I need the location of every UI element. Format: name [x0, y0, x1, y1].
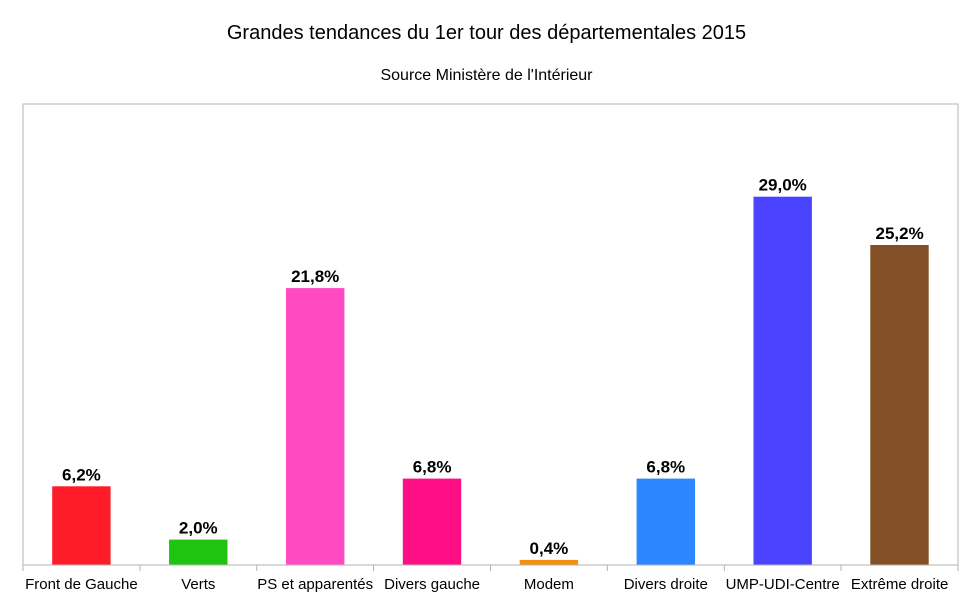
- data-label: 21,8%: [291, 267, 339, 286]
- x-tick-label: Verts: [181, 576, 215, 593]
- x-tick-label: Extrême droite: [851, 576, 949, 593]
- chart-title: Grandes tendances du 1er tour des départ…: [226, 22, 747, 44]
- bars-layer: 6,2% 2,0% 21,8% 6,8% 0,4% 6,8% 29,0% 25,2%: [52, 176, 929, 565]
- x-tick-label: Divers droite: [624, 576, 708, 593]
- data-label: 6,8%: [646, 458, 685, 477]
- x-tick-label: Front de Gauche: [25, 576, 138, 593]
- bar-divers-droite: [636, 478, 695, 565]
- bar-verts: [169, 539, 228, 565]
- bar-front-de-gauche: [52, 486, 111, 565]
- bar-divers-gauche: [402, 478, 462, 565]
- bar-extr-me-droite: [870, 245, 929, 565]
- ticks-layer: Front de Gauche Verts PS et apparentés Dive…: [22, 565, 959, 593]
- x-tick-label: Divers gauche: [384, 576, 480, 593]
- data-label: 29,0%: [759, 176, 807, 195]
- data-label: 6,2%: [62, 465, 101, 484]
- x-tick-label: PS et apparentés: [257, 576, 373, 593]
- plot-area-frame: [22, 103, 959, 566]
- data-label: 6,8%: [413, 458, 452, 477]
- bar-modem: [519, 559, 579, 565]
- bar-ps-et-apparent-s: [286, 288, 345, 565]
- data-label: 0,4%: [530, 539, 569, 558]
- chart-subtitle: Source Ministère de l'Intérieur: [380, 67, 593, 84]
- x-tick-label: UMP-UDI-Centre: [726, 576, 840, 593]
- bar-ump-udi-centre: [753, 196, 812, 565]
- x-tick-label: Modem: [524, 576, 574, 593]
- data-label: 25,2%: [875, 224, 923, 243]
- data-label: 2,0%: [179, 519, 218, 538]
